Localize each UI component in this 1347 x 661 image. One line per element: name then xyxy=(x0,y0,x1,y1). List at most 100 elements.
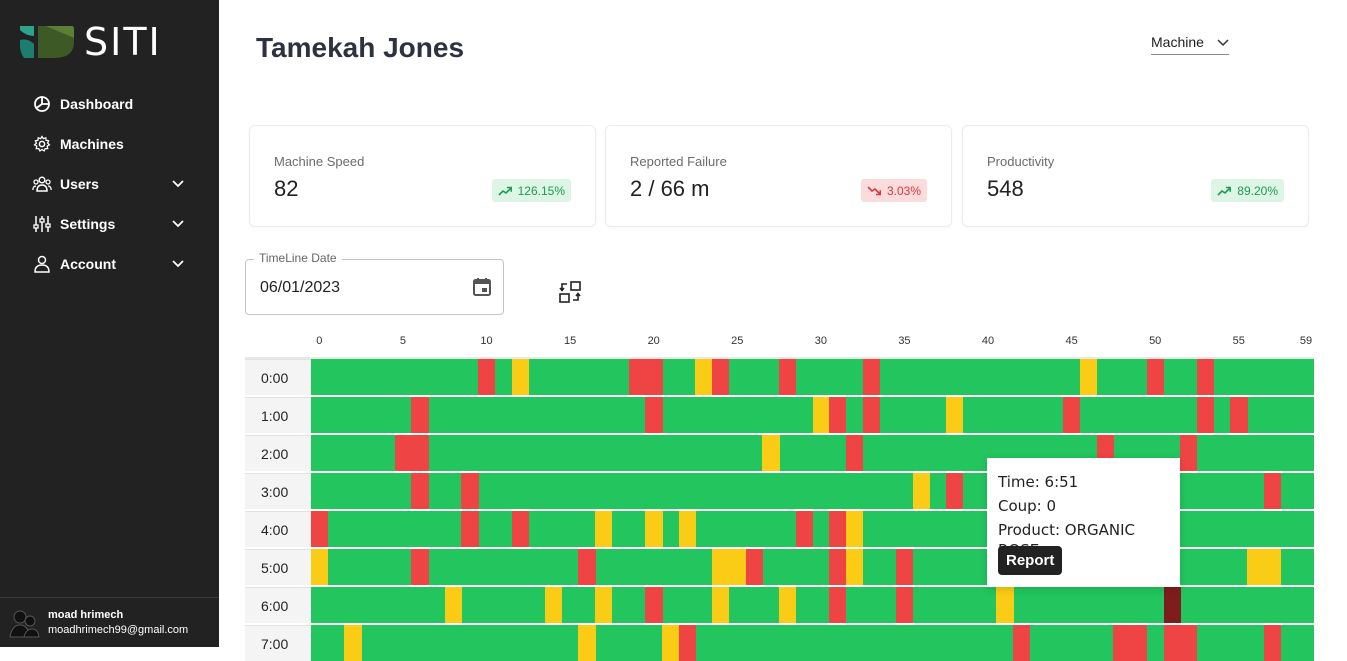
timeline-segment-failure[interactable] xyxy=(461,511,479,547)
timeline-segment-failure[interactable] xyxy=(896,587,914,623)
timeline-tick-label: 20 xyxy=(647,335,660,347)
timeline-segment-failure[interactable] xyxy=(394,435,412,471)
swap-view-icon[interactable] xyxy=(558,280,582,304)
timeline-row-track[interactable] xyxy=(311,625,1314,661)
timeline-segment-warning[interactable] xyxy=(678,511,696,547)
machine-select-value: Machine xyxy=(1151,34,1204,50)
timeline-segment-failure[interactable] xyxy=(862,359,880,395)
timeline-segment-warning[interactable] xyxy=(912,473,930,509)
timeline-segment-failure[interactable] xyxy=(478,359,496,395)
timeline-segment-warning[interactable] xyxy=(728,549,747,585)
timeline-segment-failure[interactable] xyxy=(1196,359,1215,395)
timeline-segment-failure[interactable] xyxy=(1130,625,1148,661)
timeline-segment-selected[interactable] xyxy=(1163,587,1181,623)
timeline-segment-failure[interactable] xyxy=(1063,397,1081,433)
timeline-segment-failure[interactable] xyxy=(712,359,730,395)
timeline-segment-warning[interactable] xyxy=(779,587,797,623)
timeline-segment-failure[interactable] xyxy=(795,511,813,547)
timeline-segment-failure[interactable] xyxy=(829,511,847,547)
timeline-row: 1:00 xyxy=(245,397,1314,433)
timeline-segment-failure[interactable] xyxy=(862,397,880,433)
timeline-segment-warning[interactable] xyxy=(1247,549,1265,585)
timeline-segment-failure[interactable] xyxy=(511,511,529,547)
timeline-segment-warning[interactable] xyxy=(845,549,864,585)
timeline-segment-warning[interactable] xyxy=(511,359,529,395)
timeline-segment-failure[interactable] xyxy=(578,549,596,585)
trending-up-icon xyxy=(1217,186,1232,196)
timeline-segment-warning[interactable] xyxy=(578,625,596,661)
timeline-segment-failure[interactable] xyxy=(411,435,429,471)
timeline-segment-failure[interactable] xyxy=(829,587,847,623)
timeline-segment-failure[interactable] xyxy=(1163,625,1181,661)
sidebar-item-users[interactable]: Users xyxy=(0,164,219,204)
timeline-segment-warning[interactable] xyxy=(311,549,329,585)
timeline-segment-failure[interactable] xyxy=(779,359,797,395)
timeline-row-track[interactable] xyxy=(311,359,1314,395)
timeline-segment-failure[interactable] xyxy=(1263,473,1282,509)
sidebar-item-dashboard[interactable]: Dashboard xyxy=(0,84,219,124)
timeline-segment-warning[interactable] xyxy=(444,587,462,623)
timeline-segment-failure[interactable] xyxy=(1263,625,1282,661)
timeline-segment-warning[interactable] xyxy=(762,435,780,471)
stat-change-badge: 89.20% xyxy=(1211,179,1284,202)
brand-logo[interactable]: SITI xyxy=(20,23,162,61)
timeline-segment-failure[interactable] xyxy=(1113,625,1131,661)
timeline-segment-failure[interactable] xyxy=(311,511,329,547)
timeline-segment-warning[interactable] xyxy=(545,587,563,623)
current-user[interactable]: moad hrimech moadhrimech99@gmail.com xyxy=(0,597,219,647)
timeline-segment-failure[interactable] xyxy=(411,473,429,509)
timeline-segment-failure[interactable] xyxy=(1146,359,1165,395)
timeline-segment-warning[interactable] xyxy=(595,587,613,623)
timeline-row: 7:00 xyxy=(245,625,1314,661)
timeline-segment-warning[interactable] xyxy=(662,625,680,661)
timeline-segment-warning[interactable] xyxy=(812,397,830,433)
stat-label: Reported Failure xyxy=(630,154,727,169)
timeline-segment-failure[interactable] xyxy=(645,397,663,433)
timeline-segment-failure[interactable] xyxy=(461,473,479,509)
timeline-segment-failure[interactable] xyxy=(645,587,663,623)
sidebar-item-label: Dashboard xyxy=(60,96,134,112)
timeline-segment-failure[interactable] xyxy=(946,473,964,509)
timeline-segment-failure[interactable] xyxy=(1180,435,1198,471)
timeline-segment-failure[interactable] xyxy=(1013,625,1031,661)
timeline-segment-failure[interactable] xyxy=(829,397,847,433)
timeline-segment-warning[interactable] xyxy=(695,359,713,395)
timeline-tick-label: 50 xyxy=(1149,335,1162,347)
timeline-segment-failure[interactable] xyxy=(845,435,864,471)
timeline-segment-failure[interactable] xyxy=(628,359,646,395)
timeline-segment-failure[interactable] xyxy=(411,397,429,433)
timeline-segment-failure[interactable] xyxy=(678,625,696,661)
trending-up-icon xyxy=(498,186,512,196)
timeline-row-track[interactable] xyxy=(311,435,1314,471)
timeline-segment-failure[interactable] xyxy=(645,359,663,395)
timeline-segment-failure[interactable] xyxy=(829,549,847,585)
timeline-segment-warning[interactable] xyxy=(595,511,613,547)
timeline-segment-warning[interactable] xyxy=(645,511,663,547)
sidebar-item-machines[interactable]: Machines xyxy=(0,124,219,164)
calendar-icon[interactable] xyxy=(471,276,493,298)
timeline-segment-warning[interactable] xyxy=(712,549,730,585)
machine-select[interactable]: Machine xyxy=(1151,30,1229,55)
sidebar-item-account[interactable]: Account xyxy=(0,244,219,284)
timeline-segment-failure[interactable] xyxy=(411,549,429,585)
sidebar-item-settings[interactable]: Settings xyxy=(0,204,219,244)
timeline-segment-warning[interactable] xyxy=(712,587,730,623)
timeline-segment-failure[interactable] xyxy=(1196,397,1215,433)
gear-icon xyxy=(32,134,52,154)
timeline-segment-failure[interactable] xyxy=(1180,625,1198,661)
timeline-segment-failure[interactable] xyxy=(745,549,763,585)
timeline-segment-warning[interactable] xyxy=(946,397,964,433)
timeline-segment-failure[interactable] xyxy=(896,549,914,585)
timeline-row-track[interactable] xyxy=(311,397,1314,433)
timeline-segment-warning[interactable] xyxy=(1079,359,1098,395)
timeline-date-field[interactable]: TimeLine Date 06/01/2023 xyxy=(245,251,504,315)
timeline-segment-failure[interactable] xyxy=(1230,397,1248,433)
timeline-segment-warning[interactable] xyxy=(996,587,1014,623)
timeline-row-track[interactable] xyxy=(311,587,1314,623)
tooltip-product: Product: ORGANIC ROSE xyxy=(998,521,1136,559)
timeline-segment-warning[interactable] xyxy=(1263,549,1282,585)
timeline-date-input[interactable]: 06/01/2023 xyxy=(260,279,341,296)
timeline-segment-warning[interactable] xyxy=(845,511,864,547)
report-button[interactable]: Report xyxy=(998,546,1063,575)
timeline-segment-warning[interactable] xyxy=(344,625,362,661)
